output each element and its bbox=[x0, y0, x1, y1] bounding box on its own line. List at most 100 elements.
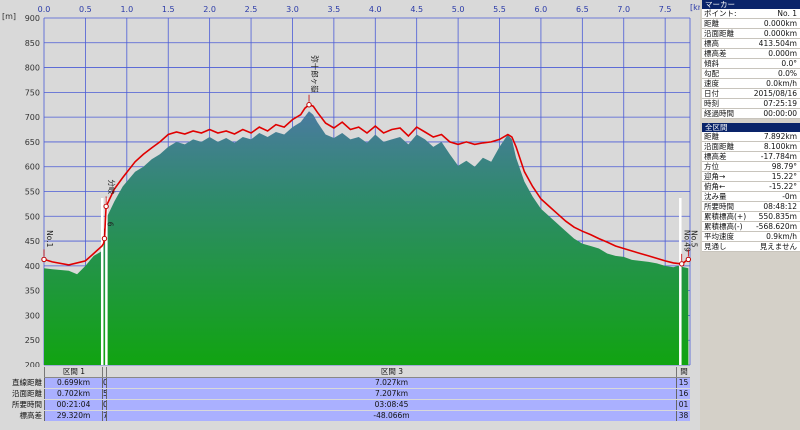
total-panel-row: 所要時間 08:48:12 bbox=[702, 202, 800, 212]
section-cell[interactable]: 01 bbox=[676, 400, 690, 410]
marker-point bbox=[103, 203, 109, 210]
total-panel: 距離 7.892km 沿面距離 8.100km 標高差 -17.784m 方位 98.79° 迎… bbox=[702, 132, 800, 252]
marker-panel-value: 2015/08/16 bbox=[753, 89, 797, 98]
total-panel-label: 累積標高(-) bbox=[704, 222, 743, 231]
total-panel-value: 98.79° bbox=[771, 162, 797, 171]
section-cell[interactable]: 0 bbox=[102, 378, 106, 388]
marker-panel-row: 時刻 07:25:19 bbox=[702, 99, 800, 109]
section-cell[interactable]: 16 bbox=[676, 389, 690, 399]
y-tick-label: 550 bbox=[25, 188, 40, 197]
section-table: 区間 1 区間 3 間 直線距離0.699km07.027km15沿面距離0.7… bbox=[0, 367, 700, 430]
y-tick-label: 400 bbox=[25, 262, 40, 271]
marker-panel-row: 傾斜 0.0° bbox=[702, 59, 800, 69]
x-tick-label: 7.0 bbox=[617, 5, 630, 14]
total-panel-row: 平均速度 0.9km/h bbox=[702, 232, 800, 242]
marker-panel-row: 距離 0.000km bbox=[702, 19, 800, 29]
x-tick-label: 4.0 bbox=[369, 5, 382, 14]
section-cell[interactable]: 7 bbox=[102, 411, 106, 421]
section-header-4[interactable]: 間 bbox=[676, 367, 691, 377]
total-panel-label: 沿面距離 bbox=[704, 142, 734, 151]
marker-panel-value: 00:00:00 bbox=[763, 109, 797, 118]
marker-panel-row: ポイント: No. 1 bbox=[702, 9, 800, 19]
x-tick-label: 0.5 bbox=[79, 5, 92, 14]
marker-panel-value: 0.0° bbox=[781, 59, 797, 68]
marker-panel-value: 0.0% bbox=[777, 69, 797, 78]
x-tick-label: 1.5 bbox=[162, 5, 175, 14]
y-tick-label: 700 bbox=[25, 113, 40, 122]
total-panel-row: 標高差 -17.784m bbox=[702, 152, 800, 162]
total-panel-label: 平均速度 bbox=[704, 232, 734, 241]
total-panel-label: 累積標高(+) bbox=[704, 212, 747, 221]
section-cell[interactable]: -48.066m bbox=[106, 411, 676, 421]
section-cell[interactable]: 0.699km bbox=[44, 378, 102, 388]
route-line bbox=[43, 103, 689, 266]
x-tick-label: 5.0 bbox=[452, 5, 465, 14]
total-panel-label: 迎角→ bbox=[704, 172, 726, 181]
section-cell[interactable]: 03:08:45 bbox=[106, 400, 676, 410]
section-cell[interactable]: 00:21:04 bbox=[44, 400, 102, 410]
marker-panel-label: 沿面距離 bbox=[704, 29, 734, 38]
y-tick-label: 300 bbox=[25, 311, 40, 320]
marker-panel-row: 標高 413.504m bbox=[702, 39, 800, 49]
total-panel-row: 沈み量 -0m bbox=[702, 192, 800, 202]
marker-panel-label: 日付 bbox=[704, 89, 719, 98]
marker-panel-value: 0.0km/h bbox=[766, 79, 797, 88]
y-tick-label: 850 bbox=[25, 39, 40, 48]
marker-panel-title: マーカー bbox=[702, 0, 800, 9]
total-panel-value: -568.620m bbox=[755, 222, 797, 231]
section-cell[interactable]: 7.207km bbox=[106, 389, 676, 399]
x-tick-label: 1.0 bbox=[120, 5, 133, 14]
marker-panel-value: 0.000m bbox=[768, 49, 797, 58]
section-cell[interactable]: 0 bbox=[102, 400, 106, 410]
x-tick-label: 3.5 bbox=[328, 5, 341, 14]
marker-panel-label: 時刻 bbox=[704, 99, 719, 108]
section-cell[interactable]: 38 bbox=[676, 411, 690, 421]
section-cell[interactable]: 5 bbox=[102, 389, 106, 399]
section-divider bbox=[100, 198, 104, 365]
marker-panel-label: 距離 bbox=[704, 19, 719, 28]
marker-panel-value: 413.504m bbox=[758, 39, 797, 48]
total-panel-value: -15.22° bbox=[769, 182, 797, 191]
section-cell[interactable]: 0.702km bbox=[44, 389, 102, 399]
marker-panel-row: 勾配 0.0% bbox=[702, 69, 800, 79]
section-header-3[interactable]: 区間 3 bbox=[106, 367, 677, 377]
marker-point bbox=[306, 102, 312, 108]
marker-point bbox=[685, 256, 692, 263]
marker-panel-row: 速度 0.0km/h bbox=[702, 79, 800, 89]
total-panel-label: 方位 bbox=[704, 162, 719, 171]
marker-label: 6 bbox=[105, 222, 114, 227]
section-divider bbox=[105, 198, 108, 365]
total-panel-row: 迎角→ 15.22° bbox=[702, 172, 800, 182]
section-dividers bbox=[100, 198, 682, 365]
total-panel-value: 8.100km bbox=[763, 142, 797, 151]
y-tick-label: 200 bbox=[25, 361, 40, 367]
marker-panel-label: 傾斜 bbox=[704, 59, 719, 68]
total-panel-value: -0m bbox=[782, 192, 797, 201]
marker-label: No.1 bbox=[45, 230, 54, 247]
section-cell[interactable]: 15 bbox=[676, 378, 690, 388]
section-cell[interactable]: 29.320m bbox=[44, 411, 102, 421]
x-tick-label: 2.5 bbox=[245, 5, 258, 14]
section-header-1[interactable]: 区間 1 bbox=[44, 367, 103, 377]
section-cell[interactable]: 7.027km bbox=[106, 378, 676, 388]
x-tick-label: 3.0 bbox=[286, 5, 299, 14]
y-tick-label: 600 bbox=[25, 163, 40, 172]
marker-panel-label: 速度 bbox=[704, 79, 719, 88]
total-panel-row: 距離 7.892km bbox=[702, 132, 800, 142]
profile-chart-area[interactable]: No.1 6 分岐 弥十郎ヶ嶽 No.49 No.5 900 850 800 750 700 650… bbox=[0, 0, 700, 430]
x-tick-label: 6.5 bbox=[576, 5, 589, 14]
y-tick-label: 500 bbox=[25, 212, 40, 221]
marker-panel-label: ポイント: bbox=[704, 9, 737, 18]
section-header-2[interactable] bbox=[102, 367, 107, 377]
total-panel-row: 累積標高(+) 550.835m bbox=[702, 212, 800, 222]
y-axis-ticks: 900 850 800 750 700 650 600 550 500 450 400 350 300 2… bbox=[25, 14, 40, 367]
marker-label: No.5 bbox=[689, 230, 698, 247]
marker-panel-value: No. 1 bbox=[777, 9, 797, 18]
x-axis-ticks: 0.0 0.5 1.0 1.5 2.0 2.5 3.0 3.5 4.0 4.5 5.0 5.5 6.0 6… bbox=[38, 5, 672, 14]
marker-label: No.49 bbox=[683, 230, 692, 252]
total-panel-row: 見通し 見えません bbox=[702, 242, 800, 252]
